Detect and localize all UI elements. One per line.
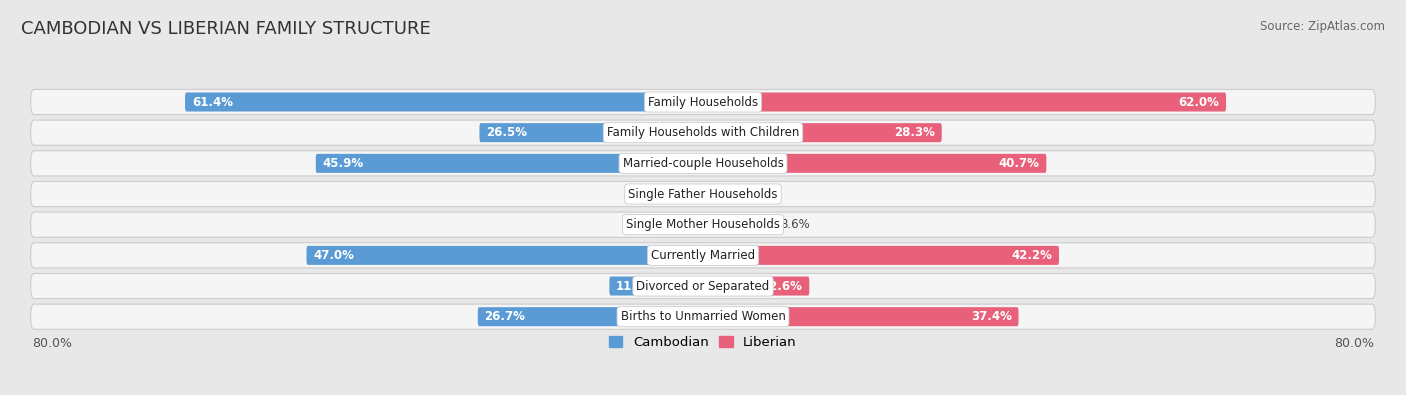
FancyBboxPatch shape [703,154,1046,173]
FancyBboxPatch shape [186,92,703,111]
Text: 45.9%: 45.9% [322,157,364,170]
Text: 2.0%: 2.0% [652,188,682,201]
FancyBboxPatch shape [703,307,1018,326]
FancyBboxPatch shape [478,307,703,326]
Text: 8.6%: 8.6% [780,218,810,231]
Text: Births to Unmarried Women: Births to Unmarried Women [620,310,786,323]
FancyBboxPatch shape [31,89,1375,115]
Text: 2.5%: 2.5% [728,188,758,201]
FancyBboxPatch shape [31,212,1375,237]
FancyBboxPatch shape [31,120,1375,145]
FancyBboxPatch shape [31,304,1375,329]
FancyBboxPatch shape [609,276,703,295]
Text: 26.7%: 26.7% [485,310,526,323]
Text: Currently Married: Currently Married [651,249,755,262]
FancyBboxPatch shape [686,184,703,203]
Text: 47.0%: 47.0% [314,249,354,262]
FancyBboxPatch shape [479,123,703,142]
Text: 28.3%: 28.3% [894,126,935,139]
Text: 11.1%: 11.1% [616,280,657,293]
FancyBboxPatch shape [658,215,703,234]
FancyBboxPatch shape [703,215,776,234]
FancyBboxPatch shape [307,246,703,265]
Text: Source: ZipAtlas.com: Source: ZipAtlas.com [1260,20,1385,33]
FancyBboxPatch shape [31,151,1375,176]
Text: Married-couple Households: Married-couple Households [623,157,783,170]
FancyBboxPatch shape [31,243,1375,268]
Text: Divorced or Separated: Divorced or Separated [637,280,769,293]
FancyBboxPatch shape [31,181,1375,207]
Text: Single Father Households: Single Father Households [628,188,778,201]
Text: Single Mother Households: Single Mother Households [626,218,780,231]
FancyBboxPatch shape [703,246,1059,265]
Text: 26.5%: 26.5% [486,126,527,139]
Text: 37.4%: 37.4% [972,310,1012,323]
Text: 61.4%: 61.4% [191,96,233,109]
Legend: Cambodian, Liberian: Cambodian, Liberian [605,330,801,354]
Text: Family Households with Children: Family Households with Children [607,126,799,139]
Text: 80.0%: 80.0% [1334,337,1374,350]
Text: 5.3%: 5.3% [624,218,654,231]
Text: CAMBODIAN VS LIBERIAN FAMILY STRUCTURE: CAMBODIAN VS LIBERIAN FAMILY STRUCTURE [21,20,430,38]
FancyBboxPatch shape [703,276,810,295]
FancyBboxPatch shape [703,92,1226,111]
FancyBboxPatch shape [316,154,703,173]
FancyBboxPatch shape [703,184,724,203]
Text: 62.0%: 62.0% [1178,96,1219,109]
Text: 40.7%: 40.7% [998,157,1039,170]
Text: 80.0%: 80.0% [32,337,72,350]
FancyBboxPatch shape [31,273,1375,299]
Text: 12.6%: 12.6% [762,280,803,293]
Text: Family Households: Family Households [648,96,758,109]
FancyBboxPatch shape [703,123,942,142]
Text: 42.2%: 42.2% [1011,249,1052,262]
